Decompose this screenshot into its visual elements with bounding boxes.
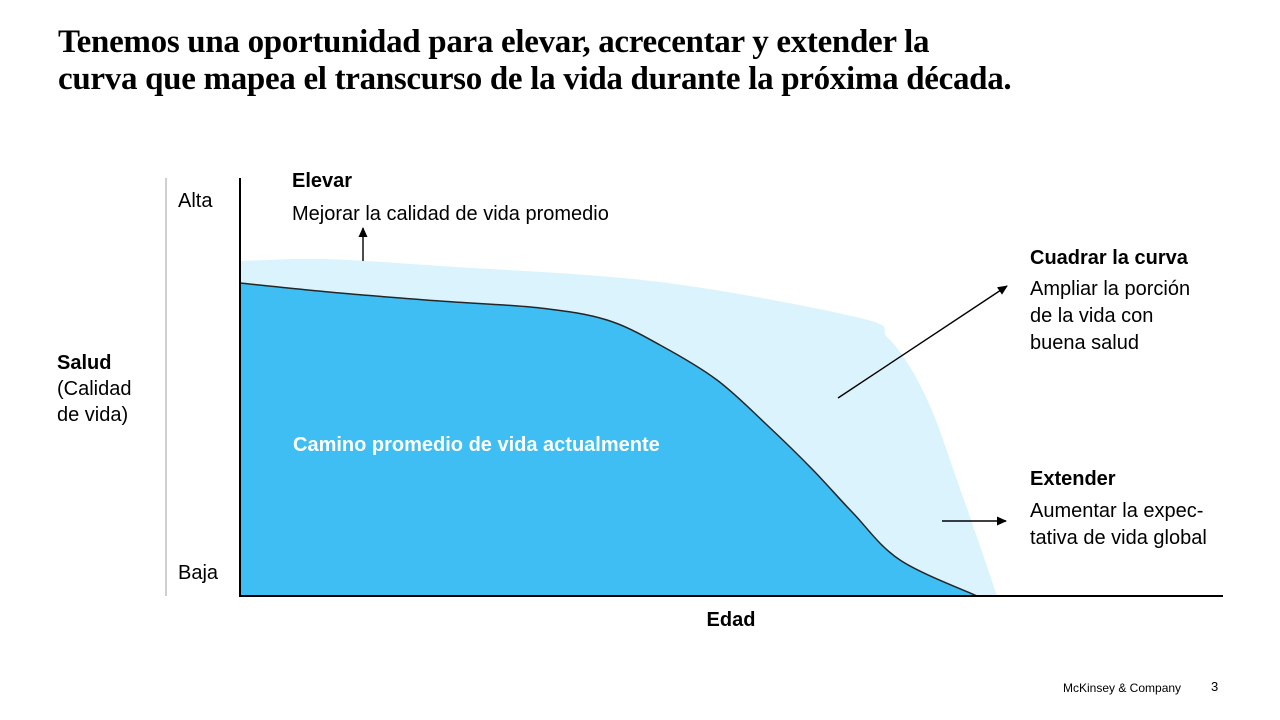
- y-axis-title-sub: (Calidad de vida): [57, 378, 132, 426]
- cuadrar-arrow-icon: [837, 285, 1008, 399]
- annotation-elevar-desc: Mejorar la calidad de vida promedio: [292, 203, 609, 225]
- y-axis-title-main: Salud: [57, 352, 112, 374]
- current-area-shape: [240, 283, 977, 596]
- x-axis-title: Edad: [706, 609, 756, 631]
- annotation-cuadrar-desc: Ampliar la porción de la vida con buena …: [1030, 278, 1191, 354]
- y-axis-high-label: Alta: [178, 190, 213, 212]
- slide-title-line-2: curva que mapea el transcurso de la vida…: [58, 61, 1012, 97]
- slide-title-line-1: Tenemos una oportunidad para elevar, acr…: [58, 24, 930, 60]
- annotation-extender-desc: Aumentar la expec- tativa de vida global: [1030, 500, 1207, 549]
- page-number: 3: [1211, 679, 1219, 694]
- current-curve-outline: [239, 282, 978, 597]
- annotation-extender: Extender Aumentar la expec- tativa de vi…: [1030, 468, 1207, 552]
- annotation-cuadrar-title: Cuadrar la curva: [1030, 247, 1188, 269]
- annotation-extender-title: Extender: [1030, 468, 1116, 490]
- slide-title: Tenemos una oportunidad para elevar, acr…: [58, 24, 1012, 98]
- annotation-cuadrar: Cuadrar la curva Ampliar la porción de l…: [1030, 247, 1190, 357]
- annotation-elevar-title: Elevar: [292, 170, 353, 192]
- current-area-label: Camino promedio de vida actualmente: [293, 434, 660, 456]
- y-axis-low-label: Baja: [178, 562, 219, 584]
- y-axis-title: Salud (Calidad de vida): [57, 350, 131, 428]
- footer-brand: McKinsey & Company: [1063, 681, 1182, 695]
- annotation-elevar: Elevar Mejorar la calidad de vida promed…: [292, 170, 609, 226]
